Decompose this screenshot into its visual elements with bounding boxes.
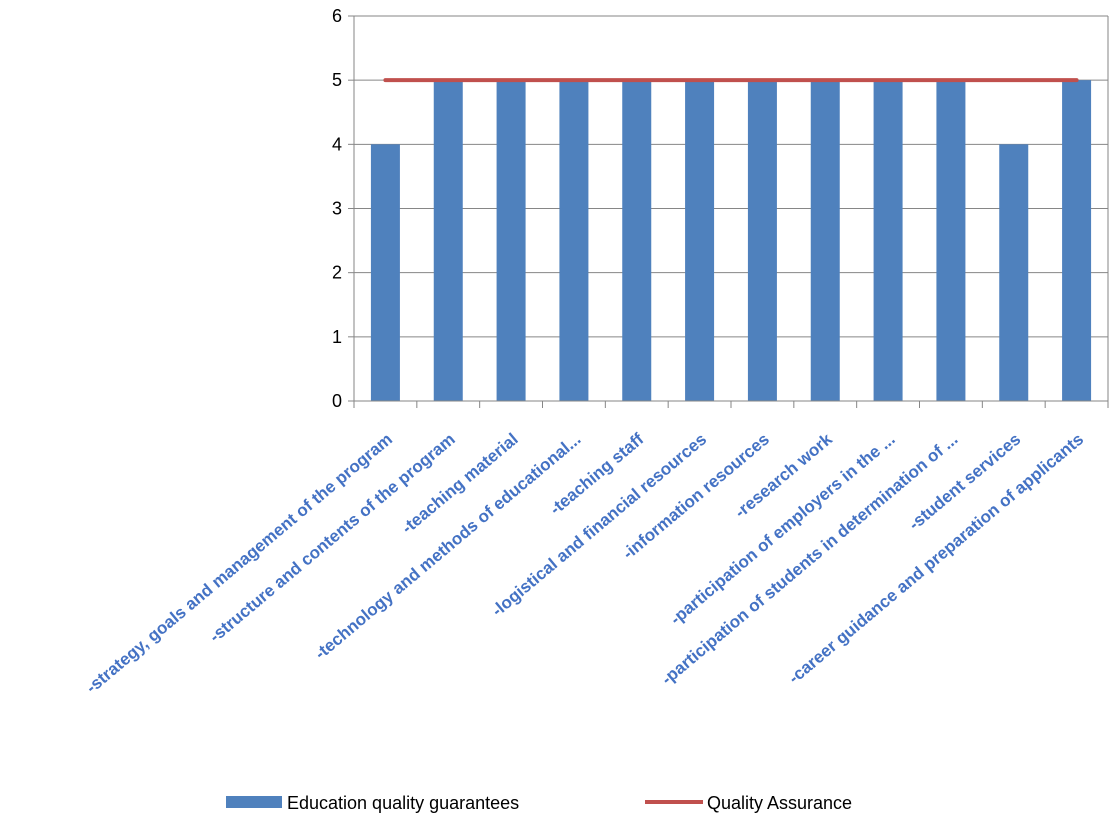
x-tick-label: -student services xyxy=(905,430,1024,534)
x-tick-label: -participation of employers in the ... xyxy=(666,430,898,629)
bar xyxy=(496,80,526,402)
gridlines xyxy=(354,15,1108,402)
bars xyxy=(370,80,1092,402)
bar xyxy=(747,80,777,402)
y-tick-label: 4 xyxy=(332,134,342,154)
y-tick-labels: 0 1 2 3 4 5 6 xyxy=(332,6,342,411)
x-tick-label: -career guidance and preparation of appl… xyxy=(785,430,1087,688)
bar xyxy=(370,144,400,402)
y-tick-label: 6 xyxy=(332,6,342,26)
y-tick-label: 3 xyxy=(332,199,342,219)
x-tick-label: -structure and contents of the program xyxy=(206,430,459,647)
bar xyxy=(936,80,966,402)
x-tick-label: -teaching material xyxy=(398,430,522,538)
axes xyxy=(348,15,1109,408)
legend-label-line: Quality Assurance xyxy=(707,793,852,813)
legend-label-bars: Education quality guarantees xyxy=(287,793,519,813)
x-tick-labels: -strategy, goals and management of the p… xyxy=(82,429,1087,697)
bar xyxy=(999,144,1029,402)
x-tick-label: -strategy, goals and management of the p… xyxy=(82,430,396,698)
bar xyxy=(1062,80,1092,402)
bar xyxy=(433,80,463,402)
x-tick-label: -logistical and financial resources xyxy=(488,430,710,621)
bar xyxy=(622,80,652,402)
x-tick-label: -participation of students in determinat… xyxy=(658,430,962,689)
y-tick-label: 2 xyxy=(332,263,342,283)
bar xyxy=(559,80,589,402)
y-tick-label: 5 xyxy=(332,70,342,90)
legend: Education quality guarantees Quality Ass… xyxy=(226,793,852,813)
bar xyxy=(873,80,903,402)
bar xyxy=(810,80,840,402)
y-tick-label: 0 xyxy=(332,391,342,411)
y-tick-label: 1 xyxy=(332,327,342,347)
legend-swatch-bars xyxy=(226,796,282,808)
bar xyxy=(685,80,715,402)
